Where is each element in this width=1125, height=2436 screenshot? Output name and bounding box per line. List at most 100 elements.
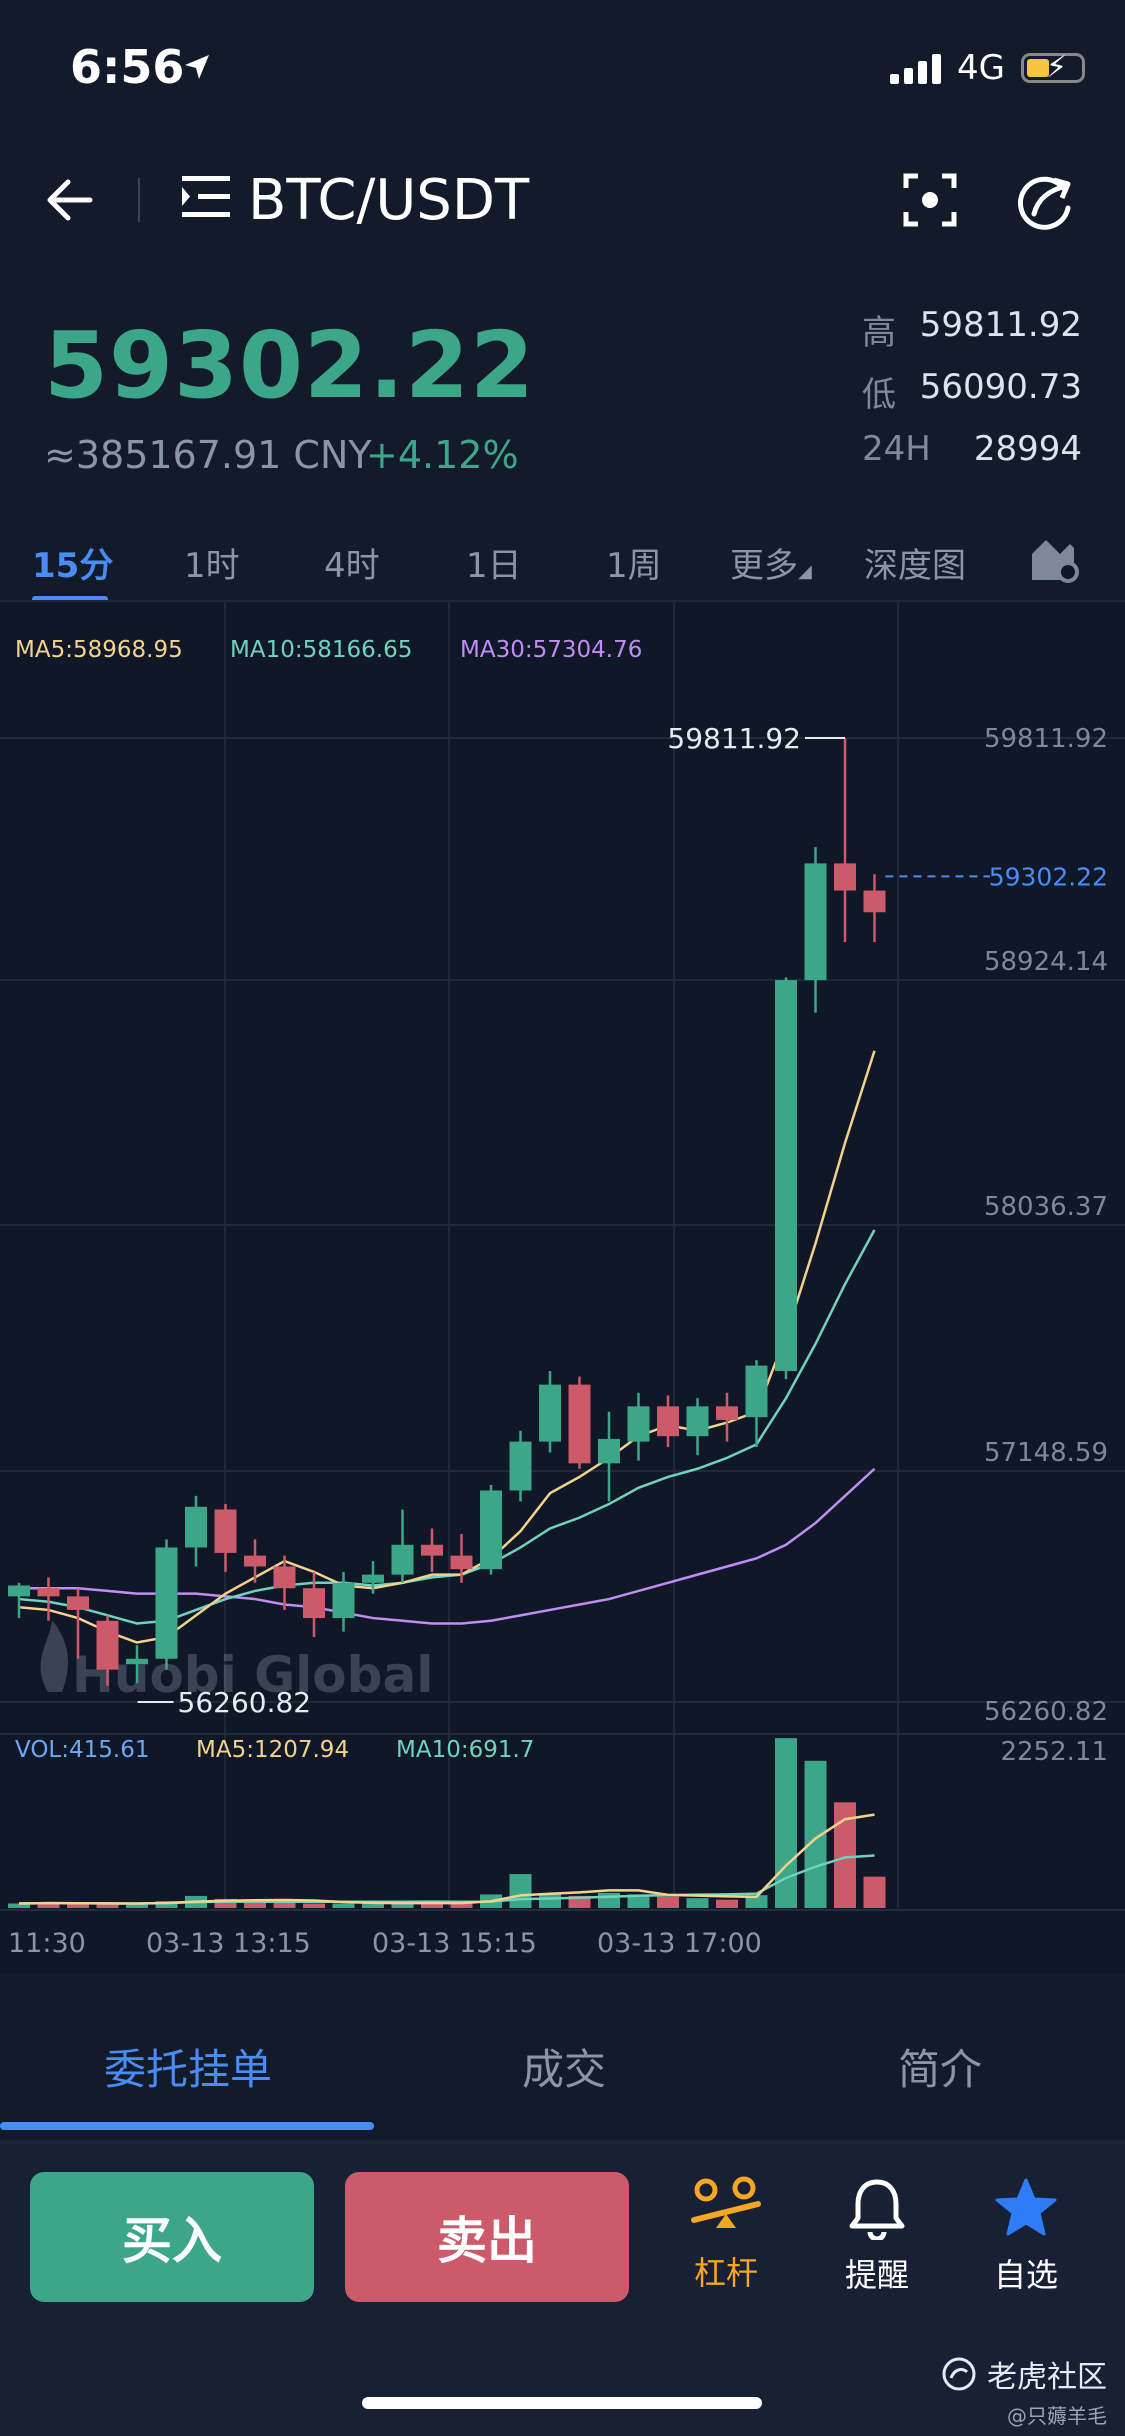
buy-button[interactable]: 买入 — [30, 2172, 314, 2302]
cny-price: ≈385167.91 CNY — [44, 433, 372, 477]
volume-label: VOL:415.61 — [15, 1737, 149, 1763]
volume-ma10-label: MA10:691.7 — [396, 1737, 534, 1763]
ma5-line — [18, 1050, 876, 1644]
signal-icon — [890, 52, 942, 84]
candle-body — [332, 1582, 355, 1619]
candle-body — [37, 1588, 60, 1597]
candle-body — [214, 1509, 237, 1553]
community-name: 老虎社区 — [987, 2360, 1107, 2395]
community-handle: @只薅羊毛 — [1007, 2404, 1107, 2428]
pair-title[interactable]: BTC/USDT — [248, 168, 530, 233]
candlestick-chart[interactable]: MA5:58968.95 MA10:58166.65 MA30:57304.76… — [0, 602, 1125, 1974]
ma5-label: MA5:58968.95 — [15, 637, 183, 663]
stat-high: 高 59811.92 — [862, 305, 1082, 353]
leverage-button[interactable]: 杠杆 — [666, 2176, 786, 2294]
volume-bar — [67, 1903, 89, 1908]
tab-1h[interactable]: 1时 — [184, 546, 240, 586]
candle-body — [421, 1544, 443, 1556]
volume-bar — [745, 1895, 768, 1908]
leverage-label: 杠杆 — [693, 2254, 758, 2292]
bell-icon — [849, 2179, 905, 2240]
candle-body — [480, 1490, 502, 1570]
candle-body — [509, 1441, 532, 1491]
tab-depth[interactable]: 深度图 — [864, 546, 966, 586]
location-arrow-icon — [185, 55, 209, 79]
back-arrow-icon[interactable] — [40, 170, 100, 230]
candle-body — [863, 890, 886, 913]
high-marker-text: 59811.92 — [667, 722, 801, 755]
home-indicator[interactable] — [362, 2397, 762, 2409]
candle-body — [745, 1365, 768, 1418]
tab-trades[interactable]: 成交 — [522, 2045, 607, 2094]
low-marker-text: 56260.82 — [178, 1686, 312, 1719]
candle-body — [627, 1406, 650, 1442]
volume-bar — [303, 1903, 325, 1908]
community-logo-icon — [942, 2357, 976, 2391]
active-tab-indicator — [32, 596, 108, 602]
volume-bar — [627, 1894, 650, 1908]
favorite-button[interactable]: 自选 — [966, 2176, 1086, 2296]
candle-body — [96, 1620, 119, 1670]
volume-bar — [8, 1903, 30, 1908]
ma30-line — [19, 1467, 876, 1625]
volume-bar — [96, 1903, 119, 1908]
timeframe-tabs: 15分 1时 4时 1日 1周 更多◢ 深度图 — [0, 520, 1125, 600]
x-label: 11:30 — [8, 1928, 86, 1959]
volume-ma5-label: MA5:1207.94 — [196, 1737, 349, 1763]
candle-body — [657, 1406, 679, 1437]
tabs-divider — [0, 600, 1125, 602]
battery-icon: ⚡ — [1021, 50, 1085, 85]
bottom-tab-indicator — [0, 2122, 374, 2130]
candle-body — [450, 1555, 473, 1570]
stat-low: 低 56090.73 — [862, 367, 1082, 415]
tab-15m[interactable]: 15分 — [32, 546, 114, 586]
tab-open-orders[interactable]: 委托挂单 — [104, 2045, 273, 2094]
caret-icon: ◢ — [798, 561, 812, 582]
status-indicators: 4G ⚡ — [890, 48, 1085, 88]
share-icon[interactable] — [1014, 170, 1076, 232]
candle-body — [716, 1406, 738, 1420]
y-label: 58924.14 — [984, 947, 1108, 977]
x-label: 03-13 13:15 — [146, 1928, 311, 1959]
alert-button[interactable]: 提醒 — [817, 2176, 937, 2296]
volume-bar — [450, 1903, 473, 1908]
chart-settings-icon[interactable] — [1030, 534, 1082, 584]
leverage-icon — [691, 2176, 761, 2228]
bottom-tabs-divider — [0, 2140, 1125, 2144]
sell-button[interactable]: 卖出 — [345, 2172, 629, 2302]
ma10-label: MA10:58166.65 — [230, 637, 412, 663]
star-icon — [995, 2178, 1057, 2236]
volume-bar — [834, 1802, 856, 1908]
status-bar: 6:56 4G ⚡ — [0, 0, 1125, 140]
candle-body — [273, 1566, 296, 1589]
bottom-tabs: 委托挂单 成交 简介 — [0, 2000, 1125, 2140]
y-label: 59811.92 — [984, 724, 1108, 754]
volume-ma5-line — [18, 1813, 875, 1905]
pair-menu-icon[interactable] — [180, 172, 232, 222]
volume-bar — [686, 1898, 709, 1908]
volume-bar — [391, 1902, 414, 1908]
volume-bar — [273, 1902, 296, 1908]
candle-body — [362, 1574, 384, 1583]
scan-fullscreen-icon[interactable] — [900, 170, 960, 230]
ma10-line — [18, 1229, 876, 1625]
volume-bar — [657, 1896, 679, 1908]
tab-4h[interactable]: 4时 — [324, 546, 380, 586]
candle-body — [775, 980, 797, 1372]
candle-body — [391, 1544, 414, 1575]
candle-body — [834, 863, 856, 891]
candle-body — [155, 1547, 178, 1659]
candle-body — [67, 1596, 89, 1610]
tab-1w[interactable]: 1周 — [606, 546, 662, 586]
candle-body — [568, 1384, 591, 1464]
ma30-label: MA30:57304.76 — [460, 637, 642, 663]
volume-bar — [539, 1894, 561, 1908]
y-label: 58036.37 — [984, 1192, 1108, 1222]
tab-more[interactable]: 更多◢ — [730, 546, 812, 586]
chart-background — [0, 602, 1125, 1974]
tab-intro[interactable]: 简介 — [898, 2045, 983, 2094]
alert-label: 提醒 — [844, 2256, 909, 2294]
volume-bar — [362, 1903, 384, 1908]
last-price: 59302.22 — [44, 312, 536, 419]
tab-1d[interactable]: 1日 — [466, 546, 522, 586]
